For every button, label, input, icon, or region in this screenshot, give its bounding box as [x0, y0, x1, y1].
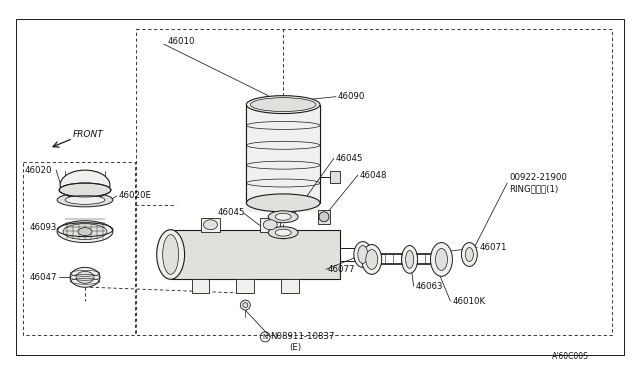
Bar [23, 162, 135, 335]
Ellipse shape [65, 195, 105, 204]
Ellipse shape [204, 220, 218, 230]
Ellipse shape [157, 230, 184, 279]
Bar [281, 279, 299, 293]
Ellipse shape [268, 227, 298, 238]
Ellipse shape [319, 212, 329, 222]
Bar [200, 218, 220, 232]
Ellipse shape [263, 220, 277, 230]
Ellipse shape [57, 221, 113, 243]
Text: 46010K: 46010K [452, 296, 486, 306]
Ellipse shape [243, 303, 248, 308]
Bar [260, 218, 280, 232]
Ellipse shape [431, 243, 452, 276]
Ellipse shape [163, 235, 179, 274]
Ellipse shape [63, 224, 107, 240]
Bar [171, 230, 340, 279]
Ellipse shape [461, 243, 477, 266]
Text: 46010: 46010 [168, 36, 195, 46]
Ellipse shape [268, 211, 298, 223]
Text: A'60C00S: A'60C00S [552, 352, 589, 361]
Text: FRONT: FRONT [73, 130, 104, 139]
Ellipse shape [366, 250, 378, 269]
Bar [136, 29, 612, 335]
Ellipse shape [465, 247, 474, 262]
Ellipse shape [78, 228, 92, 235]
Text: 46048: 46048 [360, 171, 387, 180]
Ellipse shape [406, 250, 413, 268]
Ellipse shape [246, 96, 320, 113]
Text: N08911-10837: N08911-10837 [270, 332, 335, 341]
Ellipse shape [354, 241, 372, 267]
Text: 46071: 46071 [479, 243, 507, 252]
Text: N: N [262, 334, 268, 340]
Text: 46093: 46093 [29, 223, 57, 232]
Ellipse shape [250, 98, 316, 112]
Text: 46045: 46045 [336, 154, 364, 163]
Text: 00922-21900: 00922-21900 [509, 173, 567, 182]
Ellipse shape [275, 213, 291, 220]
Ellipse shape [70, 267, 100, 287]
Ellipse shape [435, 248, 447, 270]
Text: 46063: 46063 [415, 282, 443, 291]
Ellipse shape [362, 244, 381, 274]
Text: 46090: 46090 [338, 92, 365, 101]
Ellipse shape [358, 246, 368, 263]
Ellipse shape [76, 271, 94, 283]
Bar [318, 210, 330, 224]
Text: 46020E: 46020E [119, 192, 152, 201]
Text: 46020: 46020 [24, 166, 52, 174]
Bar [191, 279, 209, 293]
Ellipse shape [402, 246, 417, 273]
Ellipse shape [275, 229, 291, 236]
Ellipse shape [241, 300, 250, 310]
Text: RINGリング(1): RINGリング(1) [509, 185, 559, 193]
Ellipse shape [59, 183, 111, 197]
Ellipse shape [246, 194, 320, 212]
Ellipse shape [57, 193, 113, 207]
Bar [246, 105, 320, 212]
Text: (E): (E) [289, 343, 301, 352]
Text: 46047: 46047 [29, 273, 57, 282]
Bar [330, 171, 340, 183]
Text: 46077: 46077 [328, 265, 355, 274]
Bar [236, 279, 254, 293]
Ellipse shape [60, 170, 110, 200]
Text: 46045: 46045 [218, 208, 245, 217]
